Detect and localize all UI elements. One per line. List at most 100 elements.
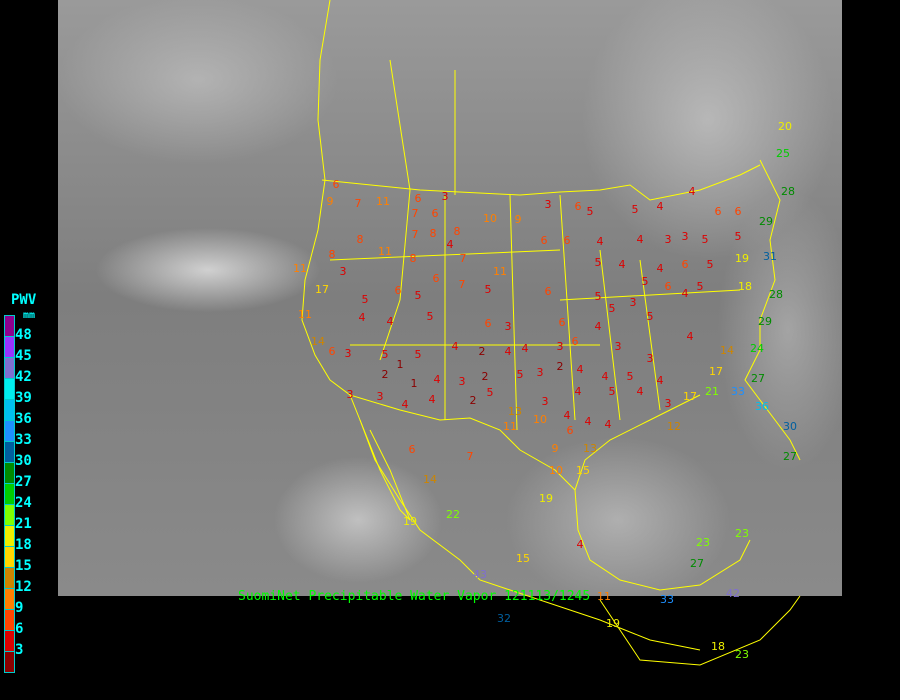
- legend-swatch: [5, 400, 14, 421]
- station-pwv-value: 4: [359, 311, 366, 324]
- state-lines: [329, 59, 741, 431]
- station-pwv-value: 6: [432, 207, 439, 220]
- station-pwv-value: 4: [429, 393, 436, 406]
- station-pwv-value: 4: [402, 398, 409, 411]
- station-pwv-value: 2: [479, 345, 486, 358]
- station-pwv-value: 8: [357, 233, 364, 246]
- station-pwv-value: 23: [735, 527, 749, 540]
- station-pwv-value: 4: [637, 233, 644, 246]
- legend-swatch: [5, 505, 14, 526]
- station-pwv-value: 18: [738, 280, 752, 293]
- station-pwv-value: 27: [751, 372, 765, 385]
- station-pwv-value: 4: [434, 373, 441, 386]
- station-pwv-value: 4: [597, 235, 604, 248]
- station-pwv-value: 6: [575, 200, 582, 213]
- station-pwv-value: 5: [415, 348, 422, 361]
- legend-swatch: [5, 442, 14, 463]
- station-pwv-value: 3: [665, 233, 672, 246]
- station-pwv-value: 4: [619, 258, 626, 271]
- station-pwv-value: 4: [682, 287, 689, 300]
- legend-swatch: [5, 337, 14, 358]
- legend-label: 45: [15, 348, 32, 364]
- station-pwv-value: 4: [689, 185, 696, 198]
- station-pwv-value: 7: [412, 228, 419, 241]
- station-pwv-value: 8: [454, 225, 461, 238]
- station-pwv-value: 4: [447, 238, 454, 251]
- station-pwv-value: 4: [505, 345, 512, 358]
- legend-swatch: [5, 631, 14, 652]
- station-pwv-value: 17: [315, 283, 329, 296]
- station-pwv-value: 5: [485, 283, 492, 296]
- station-pwv-value: 3: [345, 347, 352, 360]
- station-pwv-value: 8: [410, 252, 417, 265]
- station-pwv-value: 4: [522, 342, 529, 355]
- station-pwv-value: 3: [647, 352, 654, 365]
- us-canada-border: [321, 164, 761, 201]
- station-pwv-value: 4: [585, 415, 592, 428]
- legend-swatch: [5, 358, 14, 379]
- legend-unit: mm: [23, 310, 36, 321]
- station-pwv-value: 11: [298, 308, 312, 321]
- station-pwv-value: 12: [667, 420, 681, 433]
- legend-label: 33: [15, 432, 32, 448]
- station-pwv-value: 5: [707, 258, 714, 271]
- legend-label: 27: [15, 474, 32, 490]
- station-pwv-value: 3: [347, 388, 354, 401]
- satellite-image: [58, 0, 842, 596]
- legend-swatch: [5, 484, 14, 505]
- station-pwv-value: 11: [378, 245, 392, 258]
- legend-title: PWV: [11, 292, 37, 308]
- station-pwv-value: 43: [473, 568, 487, 581]
- station-pwv-value: 4: [657, 200, 664, 213]
- station-pwv-value: 22: [446, 508, 460, 521]
- station-pwv-value: 10: [549, 464, 563, 477]
- station-pwv-value: 11: [597, 590, 611, 603]
- station-pwv-value: 11: [376, 195, 390, 208]
- station-pwv-value: 9: [515, 213, 522, 226]
- station-pwv-value: 15: [576, 464, 590, 477]
- station-pwv-value: 6: [395, 284, 402, 297]
- station-pwv-value: 21: [705, 385, 719, 398]
- station-pwv-value: 3: [340, 265, 347, 278]
- station-pwv-value: 5: [382, 348, 389, 361]
- station-pwv-value: 14: [423, 473, 437, 486]
- station-pwv-value: 7: [460, 252, 467, 265]
- station-pwv-value: 3: [442, 190, 449, 203]
- station-pwv-value: 3: [665, 397, 672, 410]
- us-mexico-border: [349, 394, 576, 491]
- station-pwv-value: 6: [715, 205, 722, 218]
- legend-label: 15: [15, 558, 32, 574]
- station-pwv-value: 5: [415, 289, 422, 302]
- station-pwv-value: 5: [487, 386, 494, 399]
- station-pwv-value: 19: [403, 515, 417, 528]
- legend-swatch: [5, 610, 14, 631]
- station-pwv-value: 19: [735, 252, 749, 265]
- station-pwv-value: 5: [642, 275, 649, 288]
- station-pwv-value: 7: [467, 450, 474, 463]
- station-pwv-value: 10: [533, 413, 547, 426]
- station-pwv-value: 3: [542, 395, 549, 408]
- atlantic-coast: [744, 159, 801, 461]
- station-pwv-value: 5: [517, 368, 524, 381]
- station-pwv-value: 4: [564, 409, 571, 422]
- station-pwv-value: 6: [559, 316, 566, 329]
- station-pwv-value: 8: [329, 248, 336, 261]
- station-pwv-value: 3: [557, 340, 564, 353]
- station-pwv-value: 23: [696, 536, 710, 549]
- legend-swatch: [5, 547, 14, 568]
- station-pwv-value: 28: [769, 288, 783, 301]
- station-pwv-value: 3: [615, 340, 622, 353]
- station-pwv-value: 4: [657, 374, 664, 387]
- station-pwv-value: 19: [539, 492, 553, 505]
- legend-swatch: [5, 652, 14, 672]
- station-pwv-value: 6: [415, 192, 422, 205]
- station-pwv-value: 23: [735, 648, 749, 661]
- station-pwv-value: 6: [572, 335, 579, 348]
- station-pwv-value: 17: [709, 365, 723, 378]
- station-pwv-value: 29: [758, 315, 772, 328]
- station-pwv-value: 5: [609, 302, 616, 315]
- station-pwv-value: 5: [362, 293, 369, 306]
- station-pwv-value: 3: [545, 198, 552, 211]
- station-pwv-value: 3: [682, 230, 689, 243]
- station-pwv-value: 33: [660, 593, 674, 606]
